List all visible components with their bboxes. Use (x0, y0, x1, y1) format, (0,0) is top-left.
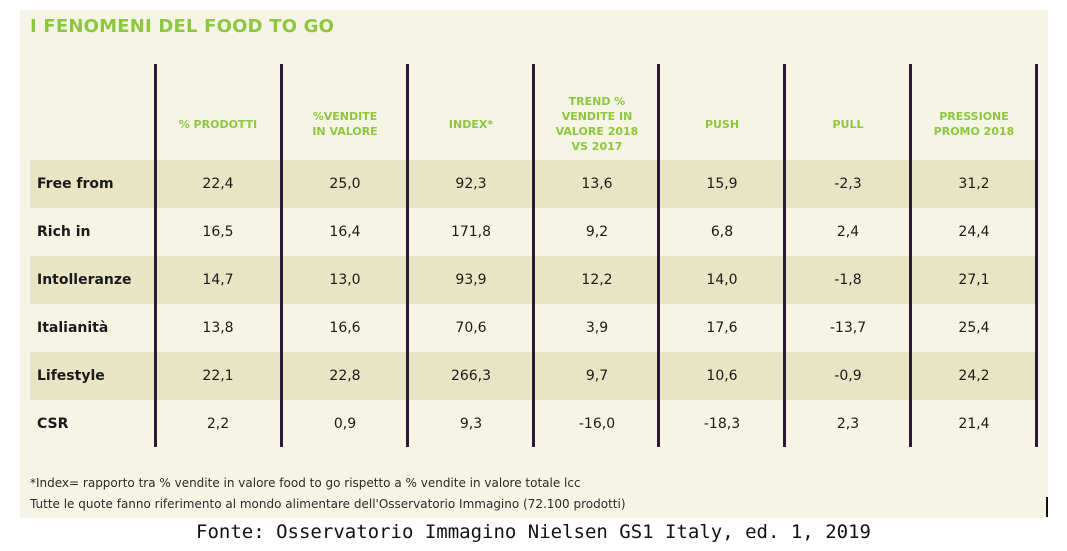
table-cell: 92,3 (455, 176, 487, 192)
column-header-7: PRESSIONE PROMO 2018 (933, 110, 1015, 138)
table-cell: 17,6 (706, 320, 738, 336)
column-divider (154, 64, 157, 447)
table-cell: 3,9 (585, 320, 609, 336)
table-row: Italianità 13,8 16,6 70,6 3,9 17,6 -13,7 25,4 (30, 304, 1038, 352)
table-cell: 13,0 (329, 272, 361, 288)
table-cell: 16,4 (329, 224, 361, 240)
column-header-1: % PRODOTTI (178, 117, 258, 131)
row-label: Rich in (37, 224, 91, 240)
column-header-6: PULL (832, 117, 864, 131)
table-cell: 14,0 (706, 272, 738, 288)
row-label: Italianità (37, 320, 109, 336)
index-footnote: *Index= rapporto tra % vendite in valore… (30, 476, 581, 490)
table-cell: 22,8 (329, 368, 361, 384)
scope-footnote: Tutte le quote fanno riferimento al mond… (30, 497, 626, 511)
table-cell: 9,7 (585, 368, 609, 384)
column-divider (280, 64, 283, 447)
table-cell: 25,4 (958, 320, 990, 336)
table-cell: 25,0 (329, 176, 361, 192)
table-cell: -2,3 (834, 176, 862, 192)
table-cell: 13,6 (581, 176, 613, 192)
row-label: CSR (37, 416, 69, 432)
table-cell: 0,9 (333, 416, 357, 432)
table-cell: 93,9 (455, 272, 487, 288)
table-cell: 16,6 (329, 320, 361, 336)
table-cell: -18,3 (703, 416, 741, 432)
table-cell: 9,2 (585, 224, 609, 240)
table-cell: 70,6 (455, 320, 487, 336)
table-cell: 31,2 (958, 176, 990, 192)
table-cell: 6,8 (710, 224, 734, 240)
table-cell: 22,1 (202, 368, 234, 384)
table-cell: 24,2 (958, 368, 990, 384)
column-divider (406, 64, 409, 447)
column-divider (657, 64, 660, 447)
table-cell: 2,4 (836, 224, 860, 240)
column-divider (532, 64, 535, 447)
table-cell: 22,4 (202, 176, 234, 192)
column-header-5: PUSH (704, 117, 740, 131)
table-cell: 10,6 (706, 368, 738, 384)
source-caption: Fonte: Osservatorio Immagino Nielsen GS1… (196, 521, 871, 543)
table-cell: 171,8 (450, 224, 492, 240)
text-cursor (1046, 497, 1048, 517)
row-label: Free from (37, 176, 114, 192)
table-cell: 21,4 (958, 416, 990, 432)
column-divider (909, 64, 912, 447)
column-divider (783, 64, 786, 447)
table-cell: 14,7 (202, 272, 234, 288)
table-row: Rich in 16,5 16,4 171,8 9,2 6,8 2,4 24,4 (30, 208, 1038, 256)
table-cell: 9,3 (459, 416, 483, 432)
row-label: Intolleranze (37, 272, 132, 288)
row-label: Lifestyle (37, 368, 105, 384)
table-cell: 27,1 (958, 272, 990, 288)
table-cell: -1,8 (834, 272, 862, 288)
table-cell: 16,5 (202, 224, 234, 240)
table-cell: 2,2 (206, 416, 230, 432)
table-cell: 13,8 (202, 320, 234, 336)
column-header-4: TREND % VENDITE IN VALORE 2018 VS 2017 (555, 95, 639, 153)
column-divider (1035, 64, 1038, 447)
table-title: I FENOMENI DEL FOOD TO GO (30, 16, 335, 37)
column-header-2: %VENDITE IN VALORE (312, 110, 378, 138)
column-header-3: INDEX* (448, 117, 494, 131)
table-cell: 12,2 (581, 272, 613, 288)
table-panel: I FENOMENI DEL FOOD TO GO % PRODOTTI %VEN… (20, 10, 1048, 518)
table-cell: -16,0 (578, 416, 616, 432)
table-row: CSR 2,2 0,9 9,3 -16,0 -18,3 2,3 21,4 (30, 400, 1038, 448)
table-cell: -13,7 (829, 320, 867, 336)
table-cell: 15,9 (706, 176, 738, 192)
table-cell: 266,3 (450, 368, 492, 384)
table-cell: -0,9 (834, 368, 862, 384)
table-cell: 24,4 (958, 224, 990, 240)
table-cell: 2,3 (836, 416, 860, 432)
